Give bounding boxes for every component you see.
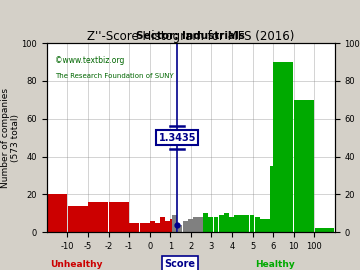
Bar	[224, 213, 229, 232]
Bar	[47, 194, 67, 232]
Text: Unhealthy: Unhealthy	[50, 260, 103, 269]
Y-axis label: Number of companies
(573 total): Number of companies (573 total)	[0, 88, 20, 188]
Bar	[249, 215, 255, 232]
Bar	[140, 223, 149, 232]
Bar	[213, 217, 219, 232]
Text: 1.3435: 1.3435	[158, 133, 196, 143]
Bar	[129, 223, 139, 232]
Bar	[203, 213, 208, 232]
Bar	[198, 217, 203, 232]
Bar	[208, 217, 213, 232]
Bar	[244, 215, 249, 232]
Bar	[88, 202, 108, 232]
Bar	[170, 219, 172, 232]
Bar	[315, 228, 334, 232]
Text: Score: Score	[165, 259, 195, 269]
Bar	[265, 219, 270, 232]
Bar	[188, 219, 193, 232]
Bar	[234, 215, 239, 232]
Bar	[155, 223, 160, 232]
Bar	[177, 225, 183, 232]
Bar	[270, 166, 273, 232]
Bar	[294, 100, 314, 232]
Bar	[172, 215, 177, 232]
Title: Z''-Score Histogram for MFS (2016): Z''-Score Histogram for MFS (2016)	[87, 30, 294, 43]
Bar	[273, 62, 293, 232]
Bar	[150, 221, 155, 232]
Bar	[109, 202, 129, 232]
Text: Healthy: Healthy	[256, 260, 295, 269]
Bar	[193, 217, 198, 232]
Bar	[239, 215, 244, 232]
Bar	[255, 217, 260, 232]
Bar	[219, 215, 224, 232]
Text: ©www.textbiz.org: ©www.textbiz.org	[55, 56, 125, 65]
Bar	[183, 221, 188, 232]
Bar	[229, 217, 234, 232]
Bar	[160, 217, 165, 232]
Text: Sector: Industrials: Sector: Industrials	[136, 31, 245, 41]
Bar	[68, 206, 87, 232]
Bar	[260, 219, 265, 232]
Text: The Research Foundation of SUNY: The Research Foundation of SUNY	[55, 73, 174, 79]
Bar	[165, 221, 170, 232]
